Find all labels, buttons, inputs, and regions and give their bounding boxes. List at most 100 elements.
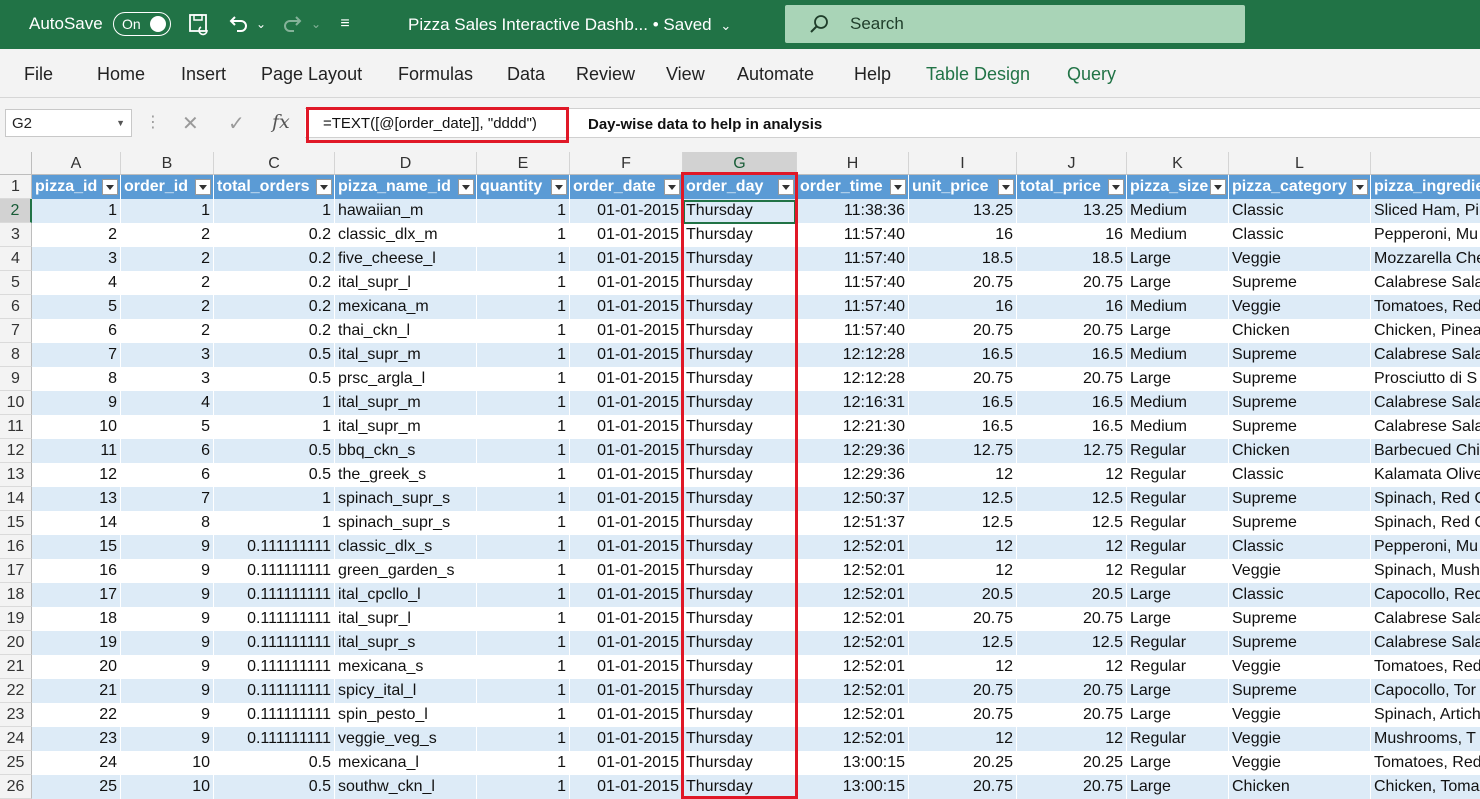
cell-order-day[interactable]: Thursday — [683, 439, 797, 463]
cell-pizza-name-id[interactable]: prsc_argla_l — [335, 367, 477, 391]
cell-pizza-size[interactable]: Large — [1127, 271, 1229, 295]
cell-order-date[interactable]: 01-01-2015 — [570, 439, 683, 463]
row-header[interactable]: 16 — [0, 535, 32, 559]
cell-pizza-size[interactable]: Regular — [1127, 655, 1229, 679]
cell-total-price[interactable]: 20.75 — [1017, 271, 1127, 295]
row-header[interactable]: 24 — [0, 727, 32, 751]
row-header[interactable]: 19 — [0, 607, 32, 631]
cell-quantity[interactable]: 1 — [477, 583, 570, 607]
cell-order-id[interactable]: 7 — [121, 487, 214, 511]
column-header-a[interactable]: A — [32, 152, 121, 175]
cell-pizza-category[interactable]: Veggie — [1229, 247, 1371, 271]
cell-quantity[interactable]: 1 — [477, 415, 570, 439]
cell-order-time[interactable]: 12:16:31 — [797, 391, 909, 415]
cell-order-id[interactable]: 3 — [121, 367, 214, 391]
cell-pizza-ingredients[interactable]: Spinach, Mush — [1371, 559, 1480, 583]
cell-pizza-category[interactable]: Classic — [1229, 535, 1371, 559]
tab-table-design[interactable]: Table Design — [926, 64, 1031, 84]
cell-pizza-ingredients[interactable]: Capocollo, Red — [1371, 583, 1480, 607]
table-header-pizza-name-id[interactable]: pizza_name_id — [335, 175, 477, 199]
cell-total-orders[interactable]: 0.5 — [214, 751, 335, 775]
table-header-pizza-size[interactable]: pizza_size — [1127, 175, 1229, 199]
cell-total-price[interactable]: 12 — [1017, 535, 1127, 559]
row-header[interactable]: 20 — [0, 631, 32, 655]
cell-order-id[interactable]: 9 — [121, 703, 214, 727]
row-header[interactable]: 18 — [0, 583, 32, 607]
cell-total-price[interactable]: 20.75 — [1017, 607, 1127, 631]
cell-quantity[interactable]: 1 — [477, 271, 570, 295]
table-header-total-price[interactable]: total_price — [1017, 175, 1127, 199]
cell-pizza-ingredients[interactable]: Spinach, Red O — [1371, 487, 1480, 511]
cell-order-day[interactable]: Thursday — [683, 343, 797, 367]
row-header[interactable]: 22 — [0, 679, 32, 703]
cell-order-date[interactable]: 01-01-2015 — [570, 607, 683, 631]
cell-order-id[interactable]: 2 — [121, 295, 214, 319]
cell-pizza-id[interactable]: 4 — [32, 271, 121, 295]
search-box[interactable]: Search — [785, 5, 1245, 43]
cancel-icon[interactable]: ✕ — [182, 113, 199, 135]
cell-pizza-size[interactable]: Medium — [1127, 343, 1229, 367]
tab-formulas[interactable]: Formulas — [398, 64, 474, 84]
cell-pizza-category[interactable]: Classic — [1229, 223, 1371, 247]
cell-order-date[interactable]: 01-01-2015 — [570, 367, 683, 391]
more-options-icon[interactable]: ⋮ — [145, 114, 161, 131]
cell-pizza-category[interactable]: Supreme — [1229, 487, 1371, 511]
cell-pizza-size[interactable]: Large — [1127, 679, 1229, 703]
cell-quantity[interactable]: 1 — [477, 775, 570, 799]
cell-order-time[interactable]: 12:50:37 — [797, 487, 909, 511]
cell-total-price[interactable]: 16 — [1017, 295, 1127, 319]
cell-quantity[interactable]: 1 — [477, 559, 570, 583]
cell-pizza-name-id[interactable]: classic_dlx_m — [335, 223, 477, 247]
cell-pizza-category[interactable]: Supreme — [1229, 343, 1371, 367]
cell-quantity[interactable]: 1 — [477, 439, 570, 463]
cell-order-time[interactable]: 11:57:40 — [797, 295, 909, 319]
tab-page-layout[interactable]: Page Layout — [261, 64, 363, 84]
filter-dropdown-icon[interactable] — [551, 179, 567, 195]
undo-icon[interactable] — [226, 12, 250, 36]
cell-order-day[interactable]: Thursday — [683, 247, 797, 271]
cell-order-id[interactable]: 9 — [121, 655, 214, 679]
cell-order-date[interactable]: 01-01-2015 — [570, 511, 683, 535]
column-header-partial[interactable] — [1371, 152, 1480, 175]
cell-order-id[interactable]: 2 — [121, 247, 214, 271]
table-header-unit-price[interactable]: unit_price — [909, 175, 1017, 199]
customize-toolbar-icon[interactable]: ≡ — [340, 15, 350, 32]
cell-total-price[interactable]: 20.5 — [1017, 583, 1127, 607]
row-header[interactable]: 3 — [0, 223, 32, 247]
cell-total-orders[interactable]: 0.111111111 — [214, 631, 335, 655]
column-header-e[interactable]: E — [477, 152, 570, 175]
column-header-h[interactable]: H — [797, 152, 909, 175]
cell-pizza-category[interactable]: Chicken — [1229, 775, 1371, 799]
cell-pizza-name-id[interactable]: southw_ckn_l — [335, 775, 477, 799]
cell-pizza-ingredients[interactable]: Capocollo, Tor — [1371, 679, 1480, 703]
cell-pizza-name-id[interactable]: spinach_supr_s — [335, 511, 477, 535]
cell-pizza-category[interactable]: Supreme — [1229, 631, 1371, 655]
cell-order-time[interactable]: 12:29:36 — [797, 439, 909, 463]
cell-order-date[interactable]: 01-01-2015 — [570, 271, 683, 295]
cell-unit-price[interactable]: 20.75 — [909, 703, 1017, 727]
row-header[interactable]: 5 — [0, 271, 32, 295]
cell-order-time[interactable]: 12:52:01 — [797, 583, 909, 607]
cell-order-day[interactable]: Thursday — [683, 535, 797, 559]
cell-order-time[interactable]: 12:29:36 — [797, 463, 909, 487]
filter-dropdown-icon[interactable] — [664, 179, 680, 195]
tab-view[interactable]: View — [666, 64, 705, 84]
row-header[interactable]: 14 — [0, 487, 32, 511]
cell-pizza-id[interactable]: 8 — [32, 367, 121, 391]
insert-function-icon[interactable]: fx — [272, 111, 290, 133]
cell-pizza-name-id[interactable]: the_greek_s — [335, 463, 477, 487]
document-title[interactable]: Pizza Sales Interactive Dashb... • Saved… — [408, 15, 731, 35]
cell-quantity[interactable]: 1 — [477, 247, 570, 271]
cell-order-date[interactable]: 01-01-2015 — [570, 199, 683, 223]
cell-order-date[interactable]: 01-01-2015 — [570, 391, 683, 415]
cell-pizza-category[interactable]: Veggie — [1229, 559, 1371, 583]
cell-order-id[interactable]: 5 — [121, 415, 214, 439]
cell-pizza-size[interactable]: Large — [1127, 607, 1229, 631]
cell-unit-price[interactable]: 12.75 — [909, 439, 1017, 463]
cell-pizza-name-id[interactable]: ital_supr_m — [335, 343, 477, 367]
cell-order-date[interactable]: 01-01-2015 — [570, 559, 683, 583]
column-header-c[interactable]: C — [214, 152, 335, 175]
cell-pizza-name-id[interactable]: classic_dlx_s — [335, 535, 477, 559]
cell-total-orders[interactable]: 0.5 — [214, 775, 335, 799]
cell-pizza-name-id[interactable]: ital_supr_l — [335, 607, 477, 631]
